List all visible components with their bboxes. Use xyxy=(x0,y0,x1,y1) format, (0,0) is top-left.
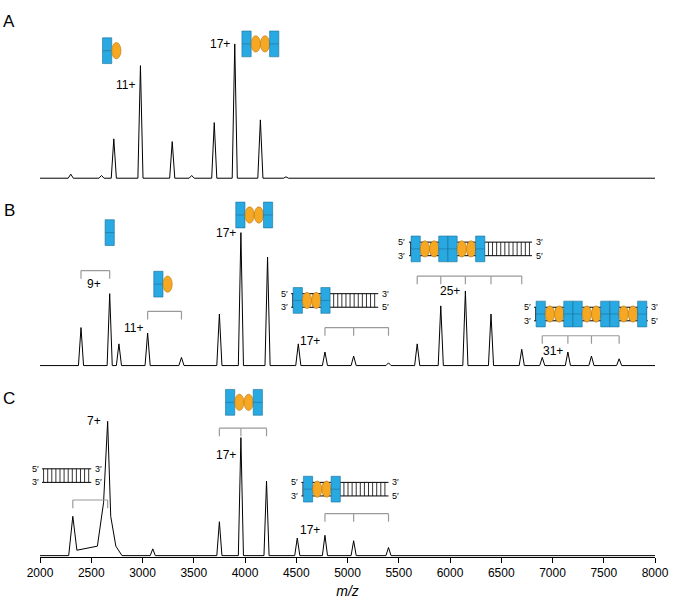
svg-text:9+: 9+ xyxy=(87,277,101,291)
svg-text:5′: 5′ xyxy=(392,491,399,501)
svg-text:5′: 5′ xyxy=(524,302,531,312)
svg-text:31+: 31+ xyxy=(543,344,563,358)
svg-text:8000: 8000 xyxy=(642,566,669,580)
svg-text:5′: 5′ xyxy=(281,289,288,299)
svg-text:3′: 3′ xyxy=(524,316,531,326)
svg-text:7500: 7500 xyxy=(590,566,617,580)
svg-text:4000: 4000 xyxy=(232,566,259,580)
svg-text:3′: 3′ xyxy=(536,237,543,247)
svg-text:5′: 5′ xyxy=(95,477,102,487)
svg-text:3′: 3′ xyxy=(382,289,389,299)
svg-text:5000: 5000 xyxy=(334,566,361,580)
svg-text:3′: 3′ xyxy=(32,477,39,487)
svg-text:25+: 25+ xyxy=(440,284,460,298)
svg-text:3′: 3′ xyxy=(651,302,658,312)
svg-text:3′: 3′ xyxy=(291,491,298,501)
svg-text:17+: 17+ xyxy=(216,448,236,462)
svg-text:A: A xyxy=(3,12,15,31)
svg-text:11+: 11+ xyxy=(116,78,135,92)
svg-text:5′: 5′ xyxy=(382,302,389,312)
svg-text:5′: 5′ xyxy=(398,237,405,247)
svg-text:3′: 3′ xyxy=(392,477,399,487)
svg-text:3′: 3′ xyxy=(95,464,102,474)
svg-text:17+: 17+ xyxy=(300,334,320,348)
svg-text:7+: 7+ xyxy=(87,414,101,428)
svg-text:3′: 3′ xyxy=(281,302,288,312)
svg-text:B: B xyxy=(4,201,15,220)
svg-text:17+: 17+ xyxy=(216,226,236,240)
svg-text:3500: 3500 xyxy=(180,566,207,580)
svg-text:17+: 17+ xyxy=(300,523,320,537)
svg-text:3′: 3′ xyxy=(398,251,405,261)
svg-text:6500: 6500 xyxy=(488,566,515,580)
svg-text:7000: 7000 xyxy=(539,566,566,580)
svg-text:2000: 2000 xyxy=(27,566,54,580)
svg-text:5′: 5′ xyxy=(32,464,39,474)
svg-text:17+: 17+ xyxy=(210,37,230,51)
svg-text:2500: 2500 xyxy=(78,566,105,580)
svg-text:5′: 5′ xyxy=(651,316,658,326)
svg-text:6000: 6000 xyxy=(437,566,464,580)
svg-text:m/z: m/z xyxy=(336,583,359,599)
svg-text:5500: 5500 xyxy=(385,566,412,580)
svg-text:4500: 4500 xyxy=(283,566,310,580)
svg-text:3000: 3000 xyxy=(129,566,156,580)
svg-text:5′: 5′ xyxy=(536,251,543,261)
svg-text:C: C xyxy=(3,389,15,408)
svg-text:11+: 11+ xyxy=(124,321,143,335)
svg-text:5′: 5′ xyxy=(291,477,298,487)
